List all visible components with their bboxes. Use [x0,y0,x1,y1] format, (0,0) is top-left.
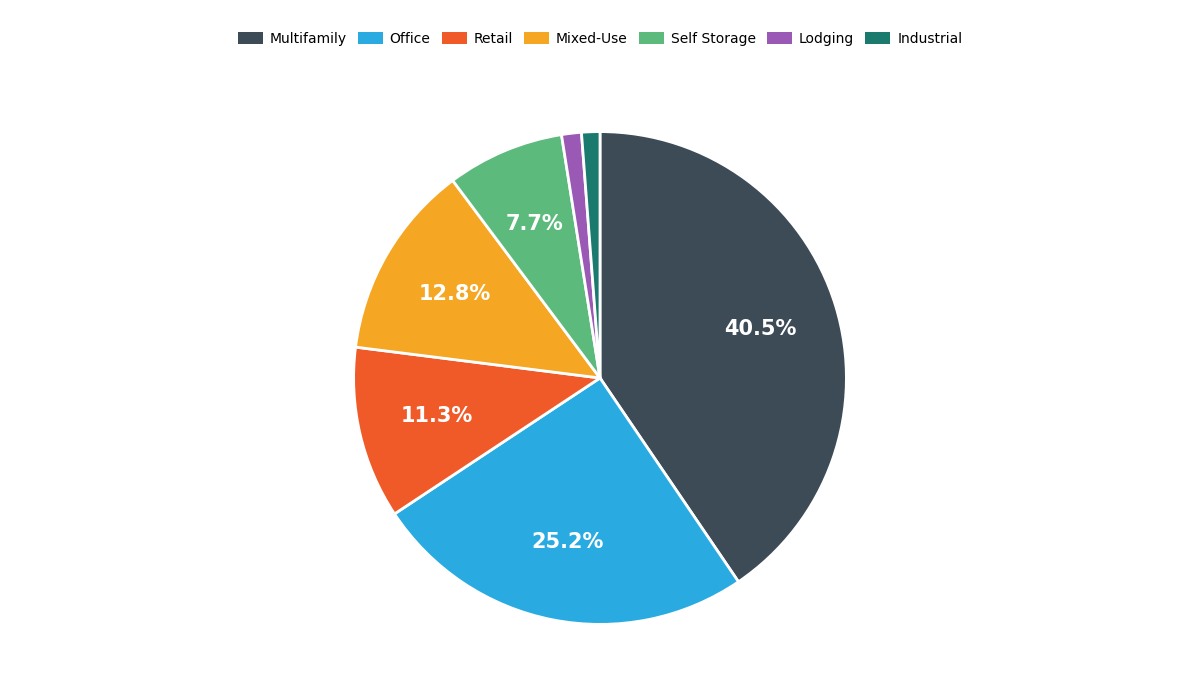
Wedge shape [395,378,738,624]
Wedge shape [562,132,600,378]
Wedge shape [600,132,846,582]
Text: 40.5%: 40.5% [724,318,797,339]
Text: 7.7%: 7.7% [506,214,564,234]
Wedge shape [355,181,600,378]
Text: 11.3%: 11.3% [401,406,473,426]
Wedge shape [582,132,600,378]
Legend: Multifamily, Office, Retail, Mixed-Use, Self Storage, Lodging, Industrial: Multifamily, Office, Retail, Mixed-Use, … [234,28,966,50]
Text: 25.2%: 25.2% [532,533,604,552]
Wedge shape [354,347,600,514]
Text: 12.8%: 12.8% [419,284,491,304]
Wedge shape [452,134,600,378]
